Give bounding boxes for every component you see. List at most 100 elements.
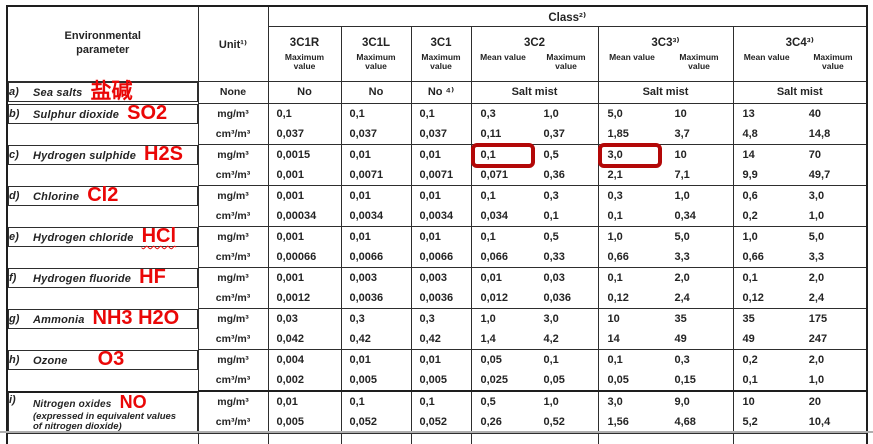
row-letter: e) [9,230,19,243]
red-annotation: H2S [144,142,183,165]
mean-max-line: 0,1 2,0 [599,268,733,288]
cutoff-cell [410,432,472,444]
mean-value: 2,1 [607,169,623,181]
parameter-name-wrap: Hydrogen fluoride HF [33,267,166,287]
value-cell: 0,01 0,0071 [340,144,412,186]
mean-max-line: 10 20 [734,392,867,412]
mean-max-cell: Salt mist [597,81,734,104]
value: 0,005 [419,374,448,386]
value: 0,037 [419,128,448,140]
mean-value: 0,1 [607,354,623,366]
mean-max-line: 10 35 [599,309,733,329]
max-value-label: Maximum value [284,52,325,72]
mean-max-line: 1,0 5,0 [734,227,867,247]
mean-max-line: 1,0 5,0 [599,227,733,247]
value: 0,01 [349,149,371,161]
environmental-classes-table: Environmental parameter Unit¹⁾ Class²⁾ 3… [6,5,869,444]
maximum-value: 0,37 [543,128,565,140]
mean-value: 0,26 [480,416,502,429]
class-column-3c1: 3C1 [410,26,472,50]
mean-max-line: 13 40 [734,104,867,124]
red-annotation: NO [119,392,147,413]
value-cell: 0,003 0,0036 [340,267,412,309]
class-column-3c3: 3C3³⁾ [597,26,734,50]
parameter-cell: a) Sea salts 盐碱 [8,80,198,103]
value: 0,0012 [276,292,311,304]
table-row-i: i) Nitrogen oxides NO (expressed in equival… [7,389,868,434]
cutoff-cell [732,432,868,444]
mean-max-line: 0,1 1,0 [734,370,867,390]
row-letter: h) [9,353,20,366]
unit-value: mg/m³ [217,313,249,325]
mean-value: 0,12 [607,292,629,304]
mean-value: 0,5 [480,396,496,409]
mean-max-cell: 0,2 2,0 0,1 1,0 [732,349,868,392]
value-cell: 0,03 0,042 [267,308,342,350]
mean-max-cell: 0,1 2,0 0,12 2,4 [597,267,734,309]
maximum-value: 0,05 [543,374,565,386]
maximum-value: 1,0 [808,210,825,222]
class-subheader-3c2: Mean value Maximum value [470,50,599,82]
unit-value: cm³/m³ [215,251,251,263]
table-row-d: d) Chlorine Cl2 mg/m³ cm³/m³ 0,001 0,00034 0,01… [7,185,868,227]
value-cell: 0,1 0,037 [340,103,412,145]
value: 0,042 [276,333,305,345]
value: 0,01 [349,190,371,202]
maximum-value: 0,34 [674,210,696,222]
value: 0,052 [419,416,448,429]
mean-value: 14 [607,333,620,345]
maximum-value-label: Maximum value [800,52,866,72]
maximum-value: 35 [674,313,687,325]
maximum-value: 1,0 [808,374,825,386]
mean-max-line: 0,012 0,036 [472,288,598,308]
class-column-3c2: 3C2 [470,26,599,50]
value: 0,01 [419,231,441,243]
maximum-value: 175 [808,313,828,325]
value-cell: 0,1 0,037 [410,103,472,145]
mean-max-line: 35 175 [734,309,867,329]
header-environmental-parameter: Environmental parameter [6,5,199,82]
mean-value: 1,0 [742,231,758,243]
maximum-value: 49 [674,333,687,345]
table-row-g: g) Ammonia NH3 H2O mg/m³ cm³/m³ 0,03 0,042 0,3 0… [7,306,868,350]
mean-value: 0,12 [742,292,764,304]
maximum-value: 2,0 [808,354,825,366]
maximum-value: 1,0 [674,190,690,202]
value: 0,0036 [349,292,384,304]
red-annotation: SO2 [127,101,168,124]
value-cell: 0,1 0,037 [267,103,342,145]
unit-cell: mg/m³ cm³/m³ [197,144,269,186]
value: 0,0071 [349,169,384,181]
value: 0,004 [276,354,305,366]
value-cell: 0,01 0,005 [340,349,412,392]
value: 0,002 [276,374,305,386]
parameter-name: Ammonia [33,313,85,326]
mean-max-cell: 35 175 49 247 [732,308,868,350]
salt-mist-value: Salt mist [511,86,558,98]
value-cell: 0,01 0,0071 [410,144,472,186]
mean-max-cell: 0,3 1,0 0,11 0,37 [470,103,599,145]
row-letter: c) [9,148,19,161]
red-annotation: 盐碱 [90,80,133,103]
mean-value: 0,2 [742,354,758,366]
unit-value: mg/m³ [217,190,249,202]
mean-max-line: 0,12 2,4 [734,288,867,308]
mean-max-cell: 10 35 14 49 [597,308,734,350]
unit-value: None [219,86,247,98]
value: 0,003 [419,272,448,284]
mean-value: 0,6 [742,190,758,202]
table-body: a) Sea salts 盐碱 None No No No ⁴⁾ Salt mist Salt … [6,80,868,444]
parameter-name-continued: (expressed in equivalent values of nitro… [33,411,177,432]
salt-mist-value: Salt mist [776,86,823,98]
mean-max-line: 0,3 1,0 [599,186,733,206]
value: No ⁴⁾ [427,86,455,98]
value: 0,00034 [276,210,317,222]
red-annotation: NH3 H2O [92,306,180,329]
mean-value: 13 [742,108,755,120]
mean-value-label-text: Mean value [743,52,790,62]
maximum-value: 4,2 [543,333,559,345]
mean-max-line: 0,1 0,34 [599,206,733,226]
value-cell: 0,01 0,0066 [410,226,472,268]
parameter-name-wrap: Ammonia NH3 H2O [33,306,180,329]
value-cell: 0,0015 0,001 [267,144,342,186]
